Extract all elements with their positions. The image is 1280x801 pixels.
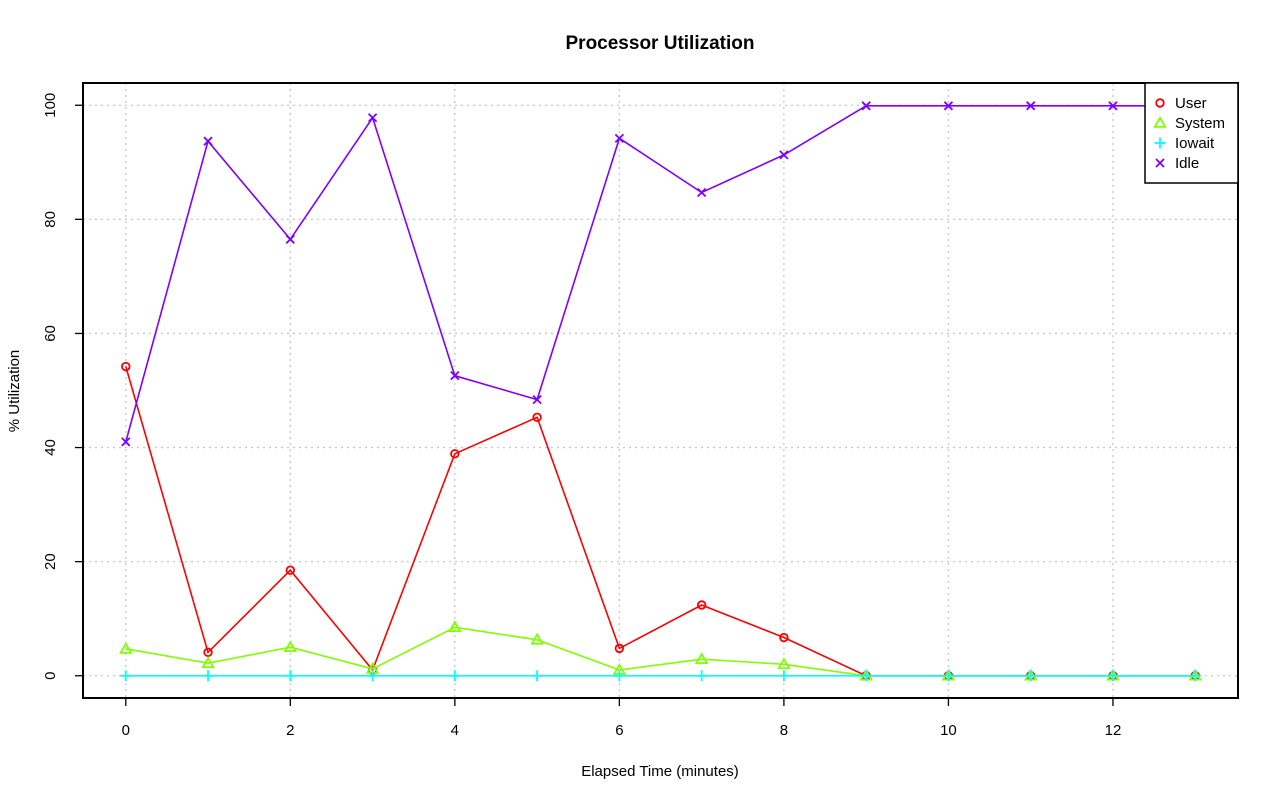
y-tick-label: 60: [42, 325, 59, 342]
data-point-iowait: [1107, 670, 1119, 682]
data-point-iowait: [367, 670, 379, 682]
data-point-idle: [285, 234, 295, 244]
data-point-iowait: [613, 670, 625, 682]
series-layer: [119, 101, 1202, 682]
data-point-idle: [1108, 101, 1118, 111]
legend-item-user: User: [1155, 95, 1207, 112]
x-tick-label: 0: [122, 722, 130, 739]
x-axis: 0 2 4 6 8 10 12: [122, 697, 1122, 739]
series-system: [119, 620, 1202, 681]
legend-symbol-idle: [1155, 158, 1165, 168]
data-point-iowait: [1189, 670, 1201, 682]
data-point-user: [121, 361, 131, 372]
data-point-user: [532, 412, 542, 423]
data-point-system: [777, 657, 791, 670]
data-point-system: [201, 656, 215, 668]
y-tick-label: 80: [42, 211, 59, 228]
y-tick-label: 0: [42, 672, 59, 680]
data-point-user: [696, 600, 707, 610]
data-point-idle: [943, 101, 954, 111]
data-point-idle: [367, 113, 378, 123]
data-point-system: [530, 632, 544, 645]
data-point-idle: [861, 101, 871, 111]
chart-title: Processor Utilization: [566, 33, 755, 54]
data-point-idle: [203, 136, 213, 146]
legend-symbol-user: [1155, 98, 1165, 108]
y-axis: 0 20 40 60 80 100: [42, 93, 83, 680]
data-point-iowait: [942, 670, 954, 682]
data-point-iowait: [449, 670, 461, 682]
data-point-system: [448, 620, 462, 633]
legend-label-user: User: [1175, 95, 1207, 112]
data-point-iowait: [202, 670, 214, 682]
x-tick-label: 6: [615, 722, 623, 739]
data-point-system: [119, 641, 133, 654]
data-point-iowait: [120, 670, 132, 682]
x-axis-label: Elapsed Time (minutes): [581, 763, 739, 780]
data-point-user: [203, 647, 213, 658]
x-tick-label: 12: [1105, 722, 1122, 739]
data-point-idle: [450, 371, 460, 381]
y-tick-label: 20: [42, 553, 59, 570]
y-axis-label: % Utilization: [6, 350, 23, 433]
series-line-user: [125, 366, 1196, 677]
plot-frame: [82, 82, 1239, 699]
series-line-idle: [125, 105, 1196, 443]
y-tick-label: 40: [42, 439, 59, 456]
x-tick-label: 8: [780, 722, 788, 739]
y-tick-label: 100: [42, 93, 59, 118]
data-point-user: [450, 449, 460, 459]
data-point-system: [694, 652, 709, 665]
data-point-idle: [532, 394, 542, 405]
series-idle: [121, 101, 1200, 447]
x-tick-label: 4: [451, 722, 459, 739]
data-point-user: [779, 632, 789, 643]
legend-item-idle: Idle: [1155, 155, 1199, 172]
series-user: [121, 361, 1200, 681]
data-point-user: [614, 643, 625, 654]
legend-symbol-iowait: [1154, 137, 1166, 149]
data-point-iowait: [778, 670, 790, 682]
legend-item-iowait: Iowait: [1154, 135, 1215, 152]
legend-label-system: System: [1175, 115, 1225, 132]
data-point-iowait: [1025, 670, 1037, 682]
x-tick-label: 10: [940, 722, 957, 739]
data-point-system: [283, 640, 298, 653]
legend: User System Iowait Idle: [1144, 82, 1239, 184]
data-point-idle: [696, 187, 707, 198]
legend-label-iowait: Iowait: [1175, 135, 1215, 152]
data-point-iowait: [531, 670, 543, 682]
series-iowait: [120, 670, 1201, 682]
data-point-idle: [779, 150, 789, 160]
data-point-idle: [121, 437, 131, 447]
grid: [83, 83, 1238, 698]
legend-symbol-system: [1153, 115, 1167, 128]
data-point-user: [285, 565, 296, 575]
data-point-iowait: [696, 670, 708, 682]
data-point-idle: [614, 133, 625, 143]
data-point-idle: [1026, 101, 1036, 111]
x-tick-label: 2: [286, 722, 294, 739]
legend-label-idle: Idle: [1175, 155, 1199, 172]
data-point-iowait: [860, 670, 872, 682]
data-point-iowait: [284, 670, 296, 682]
legend-item-system: System: [1153, 115, 1225, 132]
